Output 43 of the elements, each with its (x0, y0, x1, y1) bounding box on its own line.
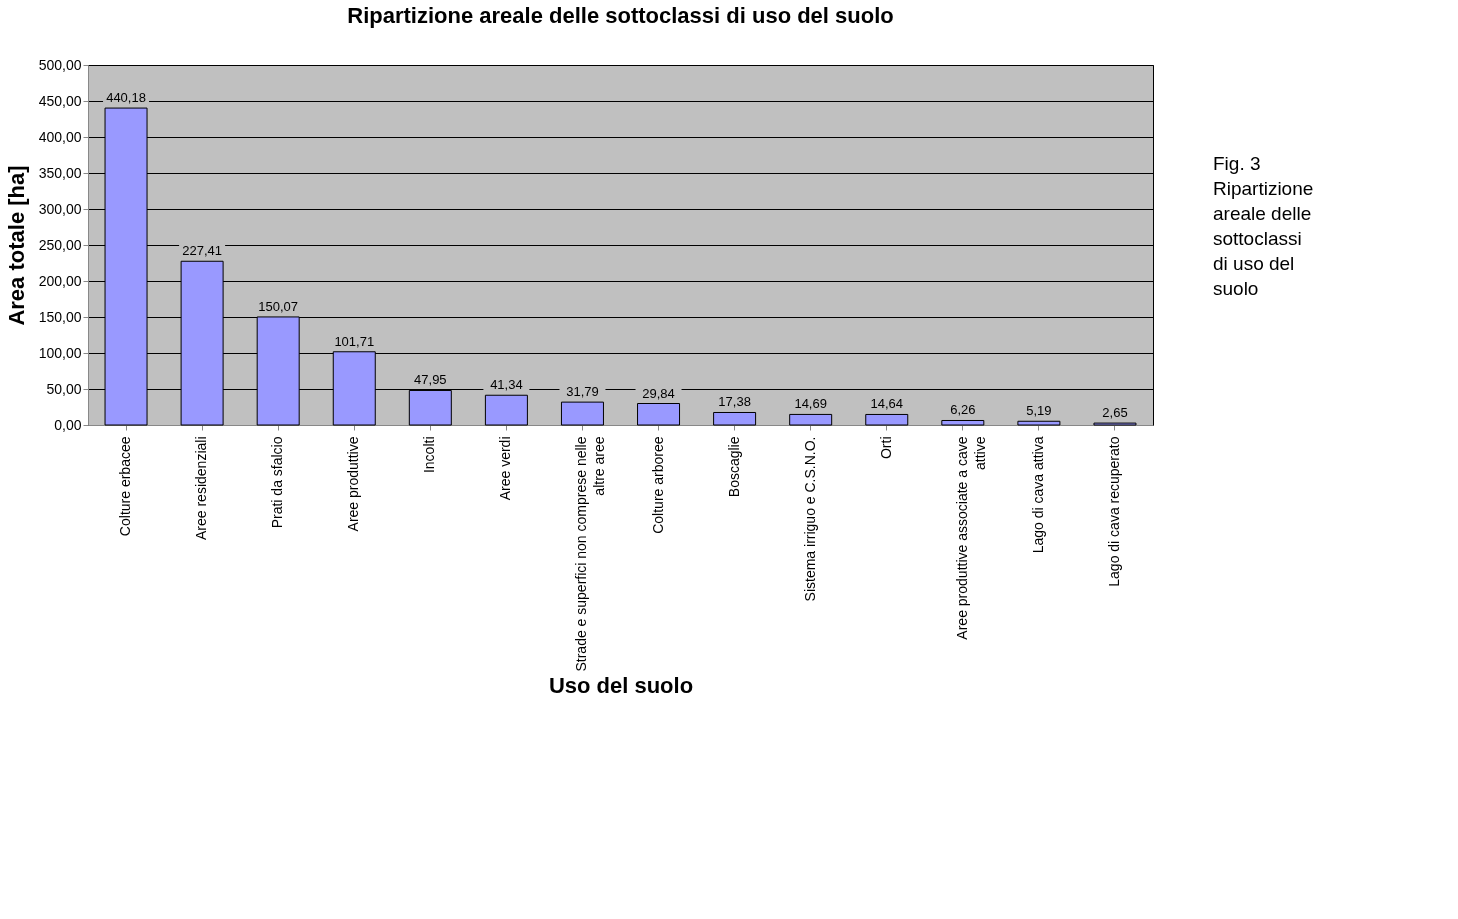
data-label: 5,19 (1026, 403, 1052, 419)
x-tick-label: Aree residenziali (193, 436, 210, 540)
x-tick-label: Prati da sfalcio (269, 436, 286, 529)
data-label: 6,26 (950, 402, 976, 418)
data-label: 101,71 (334, 333, 375, 349)
x-tick-label: Orti (877, 436, 894, 460)
x-tick-label: Strade e superfici non comprese nelle altre aree (573, 436, 608, 672)
y-axis-title: Area totale [ha] (3, 165, 29, 326)
chart-title: Ripartizione areale delle sottoclassi di uso del suolo (347, 3, 894, 28)
y-tick-label: 300,00 (38, 200, 82, 217)
data-label: 14,69 (794, 396, 827, 412)
data-label: 41,34 (490, 377, 523, 393)
data-label: 29,84 (642, 385, 675, 401)
data-label: 17,38 (718, 394, 751, 410)
data-label: 227,41 (182, 243, 222, 259)
y-tick-label: 400,00 (38, 128, 82, 145)
x-tick-label: Boscaglie (725, 436, 742, 498)
data-label: 440,18 (106, 90, 146, 106)
y-tick-label: 150,00 (38, 308, 82, 325)
y-tick-label: 100,00 (38, 344, 82, 361)
y-tick-label: 0,00 (54, 416, 82, 433)
x-tick-label: Incolti (421, 436, 438, 474)
x-tick-label: Sistema irriguo e C.S.N.O. (801, 436, 818, 602)
y-tick-label: 450,00 (38, 92, 82, 109)
x-tick-label: Aree verdi (497, 436, 514, 501)
x-tick-label: Colture arboree (649, 436, 666, 534)
data-label: 2,65 (1102, 405, 1128, 421)
data-label: 150,07 (258, 298, 299, 314)
caption: Fig. 3 Ripartizione areale delle sottoclassi di uso del suolo (1213, 153, 1314, 299)
y-tick-label: 500,00 (38, 56, 82, 73)
x-axis-title: Uso del suolo (548, 672, 694, 698)
data-label: 31,79 (566, 384, 599, 400)
y-tick-label: 50,00 (46, 380, 82, 397)
data-label: 14,64 (870, 396, 904, 412)
x-tick-label: Aree produttive (345, 436, 362, 532)
y-tick-label: 350,00 (38, 164, 82, 181)
x-tick-label: Aree produttive associate a cave attive (953, 436, 988, 640)
x-tick-label: Colture erbacee (117, 436, 134, 537)
y-tick-label: 250,00 (38, 236, 82, 253)
x-tick-label: Lago di cava recuperato (1105, 436, 1122, 587)
y-tick-label: 200,00 (38, 272, 82, 289)
x-tick-label: Lago di cava attiva (1029, 436, 1046, 554)
data-label: 47,95 (414, 372, 447, 388)
